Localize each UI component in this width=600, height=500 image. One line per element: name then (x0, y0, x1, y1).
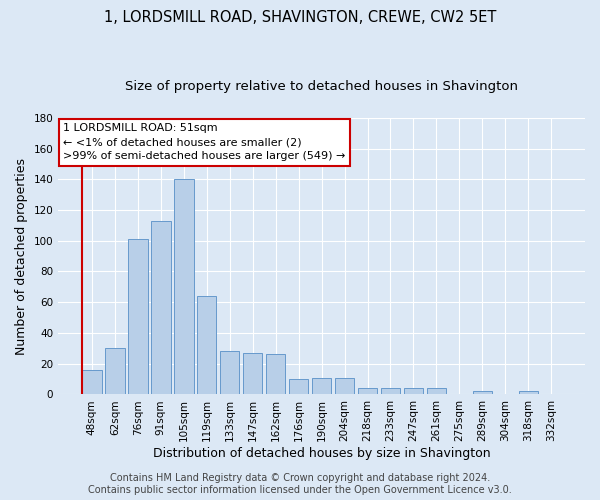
Bar (473, 392, 492, 394)
Text: 1, LORDSMILL ROAD, SHAVINGTON, CREWE, CW2 5ET: 1, LORDSMILL ROAD, SHAVINGTON, CREWE, CW… (104, 10, 496, 25)
Bar (404, 388, 423, 394)
Bar (220, 352, 239, 395)
Bar (518, 392, 538, 394)
Bar (427, 388, 446, 394)
Bar (243, 353, 262, 395)
Bar (174, 180, 194, 394)
X-axis label: Distribution of detached houses by size in Shavington: Distribution of detached houses by size … (153, 447, 490, 460)
Text: 1 LORDSMILL ROAD: 51sqm
← <1% of detached houses are smaller (2)
>99% of semi-de: 1 LORDSMILL ROAD: 51sqm ← <1% of detache… (64, 124, 346, 162)
Bar (128, 239, 148, 394)
Bar (197, 296, 217, 394)
Bar (358, 388, 377, 394)
Bar (82, 370, 101, 394)
Bar (151, 221, 170, 394)
Bar (266, 354, 286, 395)
Bar (312, 378, 331, 394)
Bar (289, 379, 308, 394)
Title: Size of property relative to detached houses in Shavington: Size of property relative to detached ho… (125, 80, 518, 93)
Bar (381, 388, 400, 394)
Y-axis label: Number of detached properties: Number of detached properties (15, 158, 28, 354)
Bar (105, 348, 125, 395)
Bar (335, 378, 355, 394)
Text: Contains HM Land Registry data © Crown copyright and database right 2024.
Contai: Contains HM Land Registry data © Crown c… (88, 474, 512, 495)
